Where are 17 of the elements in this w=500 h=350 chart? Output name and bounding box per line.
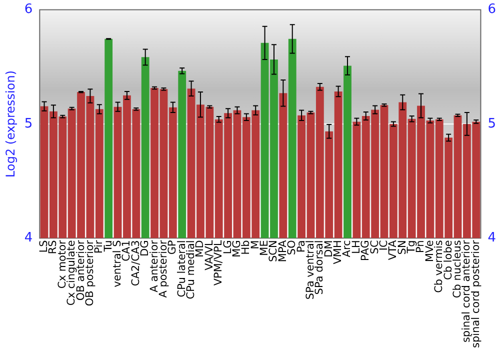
x-tick-label: Tg (406, 240, 418, 254)
x-tick-label: A posterior (157, 239, 170, 298)
x-tick-label: RS (47, 240, 60, 254)
y2-tick-label: 4 (488, 230, 496, 246)
y-tick-label: 5 (24, 116, 33, 132)
x-tick-label: GP (166, 240, 179, 255)
x-tick-label: OB posterior (84, 239, 96, 306)
y-axis-title: Log2 (expression) (3, 70, 18, 178)
x-tick-label: Cb lobe (442, 240, 454, 280)
x-tick-label: MVe (424, 240, 436, 262)
x-tick-label: DG (139, 240, 152, 256)
x-tick-label: spinal cord posterior (470, 239, 482, 348)
x-tick-label: Pa (295, 240, 308, 252)
y-tick-label: 6 (24, 2, 33, 18)
y2-tick-label: 5 (488, 116, 496, 132)
y-tick-label: 4 (24, 230, 33, 246)
y2-tick-label: 6 (488, 2, 496, 18)
